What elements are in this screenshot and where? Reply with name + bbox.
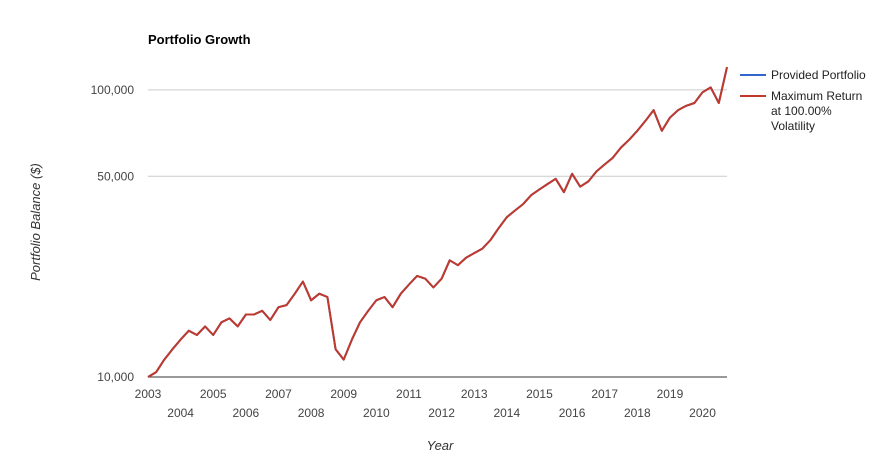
y-tick-label: 50,000 bbox=[97, 169, 134, 183]
x-tick-label: 2006 bbox=[233, 406, 260, 420]
legend-label: at 100.00% bbox=[771, 104, 832, 118]
x-tick-label: 2014 bbox=[493, 406, 520, 420]
y-tick-label: 100,000 bbox=[91, 83, 135, 97]
x-tick-label: 2013 bbox=[461, 387, 488, 401]
gridlines bbox=[148, 89, 727, 378]
x-axis-ticks: 2003 2004 2005 2006 2007 2008 2009 2010 2011 2012… bbox=[135, 387, 717, 420]
legend-label: Volatility bbox=[771, 119, 815, 133]
x-tick-label: 2009 bbox=[330, 387, 357, 401]
y-tick-label: 10,000 bbox=[97, 370, 134, 384]
x-tick-label: 2019 bbox=[657, 387, 684, 401]
x-tick-label: 2003 bbox=[135, 387, 162, 401]
y-axis-title: Portfolio Balance ($) bbox=[28, 163, 43, 281]
x-tick-label: 2018 bbox=[624, 406, 651, 420]
x-tick-label: 2004 bbox=[167, 406, 194, 420]
legend-label: Provided Portfolio bbox=[771, 68, 866, 82]
x-tick-label: 2005 bbox=[200, 387, 227, 401]
x-tick-label: 2016 bbox=[559, 406, 586, 420]
y-axis-ticks: 10,000 50,000 100,000 bbox=[91, 83, 135, 384]
series-line-provided-portfolio bbox=[147, 66, 728, 378]
x-axis-title: Year bbox=[427, 438, 454, 453]
x-tick-label: 2015 bbox=[526, 387, 553, 401]
x-tick-label: 2012 bbox=[428, 406, 455, 420]
chart-title: Portfolio Growth bbox=[148, 32, 251, 47]
x-tick-label: 2008 bbox=[298, 406, 325, 420]
series-lines bbox=[147, 66, 728, 378]
x-tick-label: 2020 bbox=[689, 406, 716, 420]
x-tick-label: 2017 bbox=[591, 387, 618, 401]
x-tick-label: 2011 bbox=[396, 387, 422, 401]
x-tick-label: 2007 bbox=[265, 387, 292, 401]
series-line-maximum-return-at-100-00-volatility bbox=[147, 66, 728, 378]
x-tick-label: 2010 bbox=[363, 406, 390, 420]
legend-label: Maximum Return bbox=[771, 89, 862, 103]
